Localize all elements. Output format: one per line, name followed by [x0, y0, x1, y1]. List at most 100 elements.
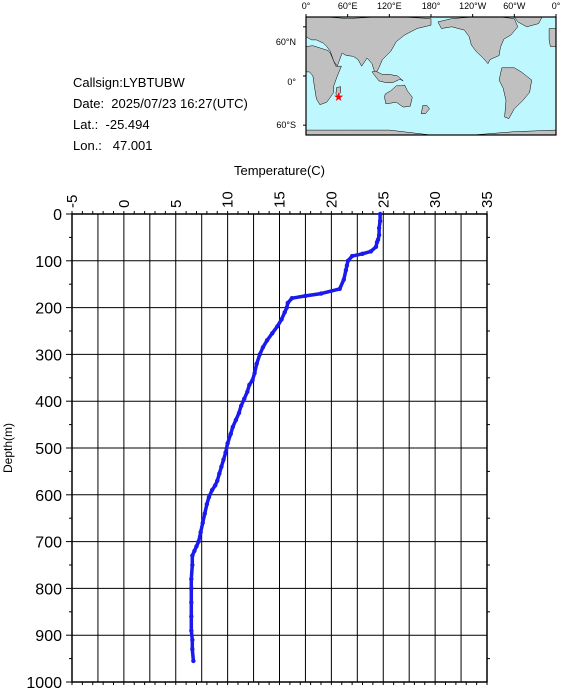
temperature-data-point — [190, 637, 195, 643]
y-axis-title: Depth(m) — [1, 423, 15, 473]
temperature-data-point — [318, 291, 324, 296]
temperature-data-point — [233, 417, 239, 423]
temperature-data-point — [252, 370, 257, 376]
temperature-data-point — [200, 520, 205, 526]
land-australia — [384, 84, 413, 108]
y-tick-label: 200 — [35, 301, 62, 318]
temperature-data-point — [376, 232, 382, 238]
land-indonesia — [371, 70, 404, 83]
temperature-data-point — [376, 225, 382, 231]
temperature-data-point — [219, 464, 224, 469]
temperature-data-point — [368, 249, 373, 254]
land-new-zealand — [421, 105, 430, 114]
temperature-data-point — [189, 586, 194, 591]
temperature-data-point — [303, 293, 308, 299]
temperature-data-point — [349, 253, 355, 259]
map-landmasses — [305, 16, 557, 136]
y-tick-label: 400 — [35, 394, 62, 411]
y-tick-label: 900 — [35, 628, 62, 645]
longitude-text: Lon.: 47.001 — [73, 138, 153, 153]
temperature-data-point — [190, 553, 195, 558]
y-tick-label: 100 — [35, 254, 62, 271]
temperature-data-point — [257, 352, 262, 357]
temperature-data-point — [279, 317, 284, 322]
temperature-data-point — [204, 501, 210, 507]
map-lon-label: 60°W — [503, 1, 526, 11]
temperature-data-point — [190, 562, 195, 568]
temperature-data-point — [282, 310, 287, 315]
temperature-data-point — [289, 296, 295, 301]
x-tick-labels: -5 0 5 10 15 20 25 30 35 — [64, 191, 496, 208]
date-text: Date: 2025/07/23 16:27(UTC) — [73, 96, 248, 111]
temperature-data-point — [285, 300, 290, 306]
x-tick-label: 15 — [272, 191, 289, 208]
land-south-america — [498, 67, 532, 119]
y-tick-label: 500 — [35, 441, 62, 458]
temperature-data-point — [202, 511, 207, 516]
temperature-data-point — [242, 396, 247, 402]
temperature-data-point — [254, 361, 259, 366]
temperature-data-point — [206, 494, 212, 500]
temperature-data-point — [192, 548, 197, 554]
map-lon-label: 0° — [302, 1, 311, 11]
temperature-data-point — [189, 614, 194, 619]
temperature-data-point — [238, 403, 244, 409]
location-marker-icon: ★ — [333, 90, 344, 104]
x-axis-title: Temperature(C) — [234, 163, 325, 178]
temperature-data-point — [217, 471, 222, 476]
world-map: 0° 60°E 120°E 180° 120°W 60°W 0° 60°N 0°… — [276, 1, 561, 136]
location-map: 0° 60°E 120°E 180° 120°W 60°W 0° 60°N 0°… — [0, 0, 564, 160]
temperature-data-point — [196, 539, 201, 544]
temperature-data-point — [284, 305, 289, 310]
map-lon-label: 60°E — [338, 1, 358, 11]
land-europe-west-edge — [548, 28, 557, 47]
temperature-data-point — [230, 424, 236, 430]
x-tick-label: 25 — [375, 191, 392, 208]
temperature-data-point — [194, 544, 199, 549]
x-tick-label: 5 — [168, 200, 185, 208]
temperature-data-point — [377, 211, 383, 217]
temperature-data-point — [190, 647, 195, 652]
temperature-data-point — [189, 628, 194, 633]
temperature-data-point — [377, 218, 383, 224]
map-lat-label: 0° — [287, 77, 296, 87]
map-lon-label: 120°E — [377, 1, 402, 11]
temperature-series-line — [189, 212, 382, 663]
temperature-data-point — [236, 410, 242, 416]
temperature-data-point — [189, 600, 194, 605]
map-lat-label: 60°S — [276, 120, 296, 130]
map-lat-label: 60°N — [276, 37, 296, 47]
callsign-text: Callsign:LYBTUBW — [73, 75, 185, 90]
temperature-data-point — [191, 658, 196, 664]
y-tick-label: 1000 — [26, 675, 62, 690]
temperature-data-point — [250, 377, 255, 383]
temperature-data-point — [341, 277, 347, 282]
map-ticks — [303, 14, 557, 126]
chart-grid — [71, 214, 488, 682]
x-tick-label: 0 — [116, 200, 133, 208]
temperature-data-point — [275, 324, 280, 329]
temperature-data-point — [198, 530, 203, 535]
temperature-data-point — [215, 478, 220, 483]
temperature-data-point — [245, 389, 250, 395]
temperature-series-points — [189, 211, 383, 664]
temperature-data-point — [343, 267, 349, 273]
y-tick-label: 600 — [35, 488, 62, 505]
observation-info: Callsign:LYBTUBW Date: 2025/07/23 16:27(… — [73, 72, 248, 156]
plot-frame — [71, 213, 488, 683]
temperature-data-point — [345, 258, 351, 263]
temperature-data-point — [374, 239, 380, 245]
x-tick-label: 35 — [479, 191, 496, 208]
temperature-data-point — [264, 338, 270, 343]
y-tick-label: 800 — [35, 581, 62, 598]
temperature-data-point — [228, 431, 233, 437]
temperature-data-point — [223, 450, 228, 455]
temperature-data-point — [270, 331, 275, 336]
temperature-data-point — [260, 345, 266, 350]
temperature-data-point — [360, 251, 365, 256]
temperature-data-point — [247, 382, 252, 388]
map-lon-label: 120°W — [459, 1, 487, 11]
temperature-data-point — [189, 576, 194, 582]
temperature-data-point — [373, 244, 379, 249]
latitude-text: Lat.: -25.494 — [73, 117, 150, 132]
